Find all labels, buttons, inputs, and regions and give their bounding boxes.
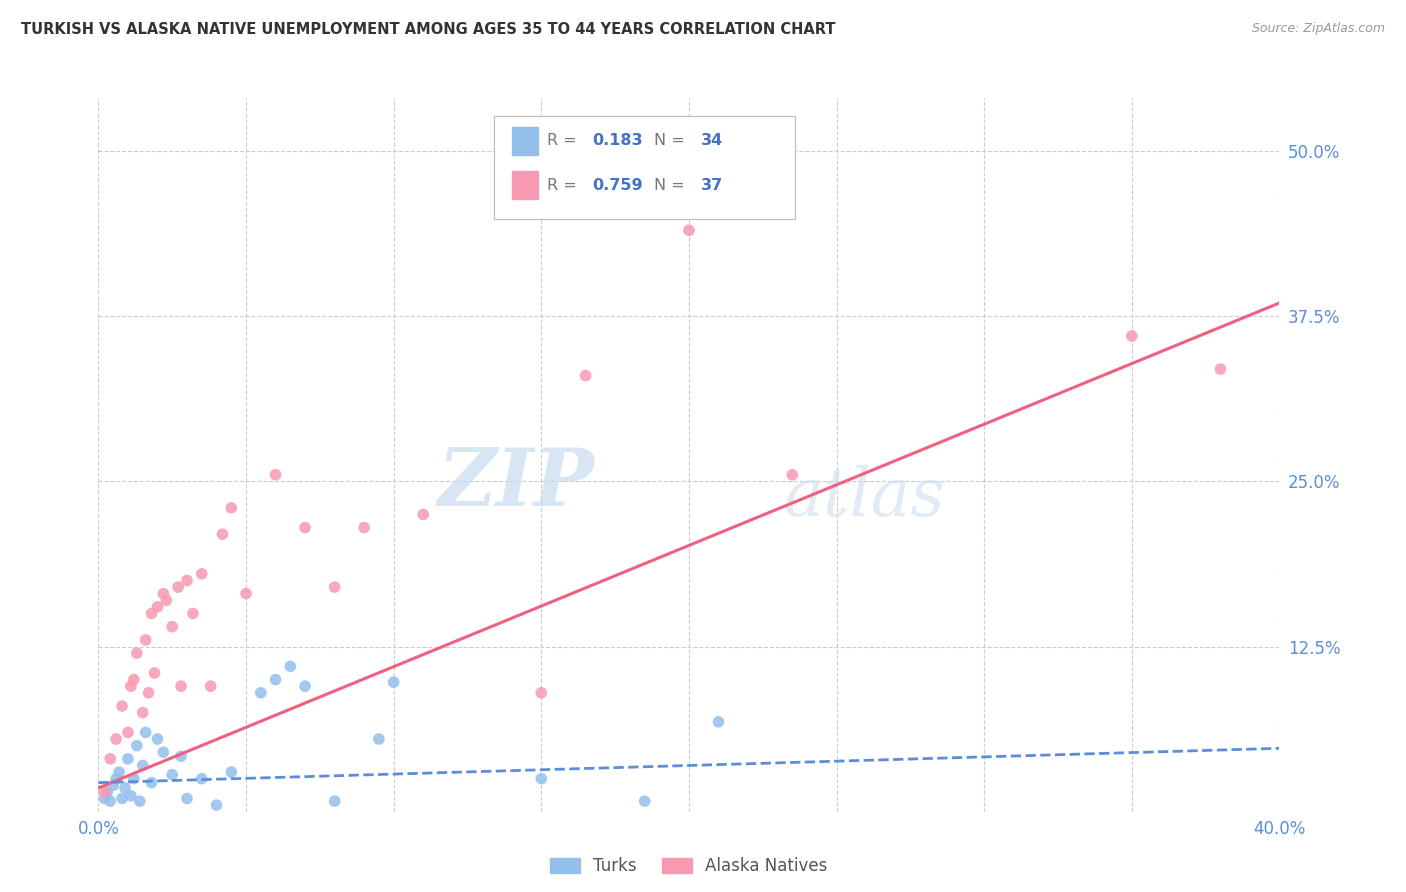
Point	[93, 791, 115, 805]
Point	[93, 785, 115, 799]
Point	[105, 772, 128, 786]
Point	[219, 765, 242, 780]
Text: Source: ZipAtlas.com: Source: ZipAtlas.com	[1251, 22, 1385, 36]
Point	[323, 794, 346, 808]
Point	[368, 732, 391, 747]
Point	[678, 223, 700, 237]
Point	[108, 765, 131, 780]
Point	[278, 659, 302, 673]
Point	[412, 508, 434, 522]
Bar	[512, 127, 537, 155]
Point	[219, 500, 242, 515]
Point	[135, 632, 157, 647]
Text: 37: 37	[700, 178, 723, 193]
Point	[143, 665, 166, 680]
Point	[111, 791, 134, 805]
Point	[132, 706, 155, 720]
Point	[707, 714, 730, 729]
Point	[114, 780, 136, 795]
Point	[120, 679, 142, 693]
Point	[162, 620, 183, 634]
Point	[205, 798, 228, 813]
Point	[176, 574, 198, 588]
Point	[250, 686, 273, 700]
Text: TURKISH VS ALASKA NATIVE UNEMPLOYMENT AMONG AGES 35 TO 44 YEARS CORRELATION CHAR: TURKISH VS ALASKA NATIVE UNEMPLOYMENT AM…	[21, 22, 835, 37]
Point	[170, 749, 193, 764]
Point	[96, 785, 118, 799]
Point	[125, 646, 148, 660]
Text: R =: R =	[547, 178, 582, 193]
Point	[530, 772, 553, 786]
Point	[191, 772, 214, 786]
Legend: Turks, Alaska Natives: Turks, Alaska Natives	[544, 851, 834, 882]
Point	[132, 758, 155, 772]
Point	[117, 752, 139, 766]
Text: 0.183: 0.183	[592, 134, 643, 148]
Point	[120, 789, 142, 803]
Point	[782, 467, 804, 482]
Point	[122, 772, 145, 786]
FancyBboxPatch shape	[494, 116, 796, 219]
Point	[633, 794, 655, 808]
Point	[211, 527, 233, 541]
Point	[181, 607, 204, 621]
Point	[530, 686, 553, 700]
Point	[141, 775, 163, 789]
Point	[98, 752, 121, 766]
Point	[152, 745, 174, 759]
Point	[191, 566, 214, 581]
Point	[1121, 329, 1143, 343]
Point	[294, 520, 316, 534]
Point	[155, 593, 177, 607]
Text: R =: R =	[547, 134, 582, 148]
Point	[264, 673, 287, 687]
Point	[135, 725, 157, 739]
Point	[353, 520, 375, 534]
Point	[128, 794, 150, 808]
Point	[98, 794, 121, 808]
Point	[167, 580, 190, 594]
Bar	[512, 171, 537, 200]
Point	[125, 739, 148, 753]
Point	[176, 791, 198, 805]
Text: 34: 34	[700, 134, 723, 148]
Point	[200, 679, 222, 693]
Point	[146, 732, 169, 747]
Point	[117, 725, 139, 739]
Point	[138, 686, 160, 700]
Point	[146, 599, 169, 614]
Point	[103, 778, 125, 792]
Text: N =: N =	[654, 134, 689, 148]
Point	[111, 698, 134, 713]
Point	[264, 467, 287, 482]
Point	[122, 673, 145, 687]
Text: ZIP: ZIP	[437, 445, 595, 522]
Point	[574, 368, 596, 383]
Point	[141, 607, 163, 621]
Point	[382, 675, 405, 690]
Text: atlas: atlas	[783, 465, 945, 531]
Text: 0.759: 0.759	[592, 178, 643, 193]
Point	[162, 768, 183, 782]
Point	[1209, 362, 1232, 376]
Point	[152, 587, 174, 601]
Point	[323, 580, 346, 594]
Point	[294, 679, 316, 693]
Point	[170, 679, 193, 693]
Point	[235, 587, 257, 601]
Text: N =: N =	[654, 178, 689, 193]
Point	[105, 732, 128, 747]
